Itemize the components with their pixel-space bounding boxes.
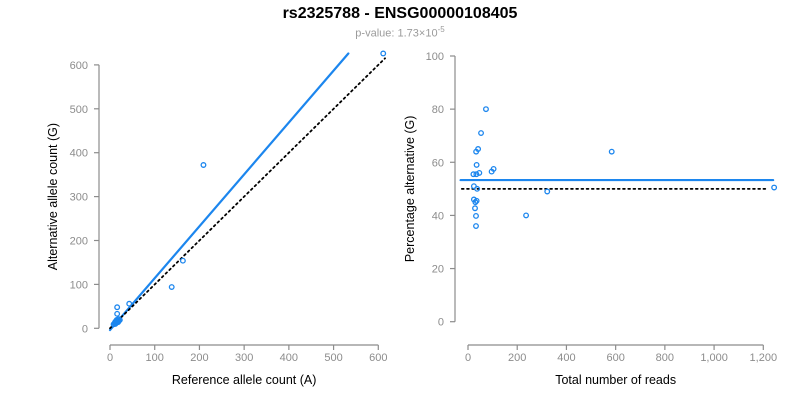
- x-tick-label: 400: [557, 352, 575, 364]
- data-point: [473, 213, 479, 219]
- data-point: [473, 197, 480, 204]
- x-tick-label: 0: [465, 352, 471, 364]
- left-scatter-plot: 0 100 200 300 400 500 600 0 100 200 300 400 500 600 Re…: [46, 50, 387, 387]
- x-tick-label: 1,000: [700, 352, 728, 364]
- data-point: [470, 171, 477, 178]
- x-tick-label: 100: [146, 352, 164, 364]
- data-point: [490, 165, 497, 172]
- page-title: rs2325788 - ENSG00000108405: [282, 5, 518, 22]
- y-tick-label: 20: [432, 264, 444, 276]
- x-tick-label: 600: [369, 352, 387, 364]
- x-tick-label: 0: [107, 352, 113, 364]
- data-point: [608, 148, 615, 155]
- data-point: [168, 284, 175, 290]
- y-tick-label: 600: [70, 60, 88, 72]
- x-axis-title: Total number of reads: [555, 373, 676, 387]
- x-axis-title: Reference allele count (A): [172, 373, 317, 387]
- x-tick-label: 200: [190, 352, 208, 364]
- data-point: [200, 162, 207, 168]
- right-scatter-plot: 0 20 40 60 80 100 0 200 400 600 800 1,000 1,200 Total…: [403, 51, 778, 387]
- x-tick-label: 800: [656, 352, 674, 364]
- y-tick-label: 200: [70, 236, 88, 248]
- x-tick-label: 300: [235, 352, 253, 364]
- x-tick-label: 600: [606, 352, 624, 364]
- identity-line: [109, 57, 386, 330]
- pvalue-subtitle: p-value: 1.73×10-5: [0, 25, 800, 40]
- data-point: [771, 184, 778, 191]
- data-point: [476, 169, 483, 176]
- y-tick-label: 500: [70, 104, 88, 116]
- data-point: [179, 257, 186, 264]
- data-point: [478, 130, 484, 137]
- data-point: [472, 199, 479, 206]
- data-point: [544, 188, 551, 195]
- data-point: [473, 223, 479, 229]
- data-point: [523, 212, 530, 219]
- x-tick-label: 200: [508, 352, 526, 364]
- y-tick-label: 100: [70, 279, 88, 291]
- y-tick-label: 400: [70, 148, 88, 160]
- data-point: [473, 171, 480, 178]
- y-tick-label: 0: [82, 323, 88, 335]
- data-point: [116, 317, 123, 323]
- data-point: [473, 161, 480, 168]
- data-point: [126, 300, 133, 307]
- data-point: [475, 146, 482, 152]
- y-axis-title: Percentage alternative (G): [403, 116, 417, 263]
- data-point: [114, 310, 121, 317]
- x-tick-label: 1,200: [750, 352, 778, 364]
- pvalue-exponent: -5: [437, 25, 445, 34]
- data-point: [474, 185, 481, 192]
- y-tick-label: 80: [432, 104, 444, 116]
- regression-line: [108, 52, 350, 332]
- y-tick-label: 60: [432, 157, 444, 169]
- data-point: [472, 205, 478, 212]
- y-axis-title: Alternative allele count (G): [46, 123, 60, 270]
- data-point: [380, 50, 387, 57]
- x-tick-label: 400: [280, 352, 298, 364]
- y-tick-label: 40: [432, 210, 444, 222]
- data-point: [114, 304, 121, 311]
- data-point: [115, 317, 122, 324]
- y-tick-label: 300: [70, 192, 88, 204]
- x-tick-label: 500: [324, 352, 342, 364]
- data-point: [483, 106, 489, 113]
- pvalue-text: p-value: 1.73×10: [355, 27, 438, 40]
- y-tick-label: 0: [438, 317, 444, 329]
- y-tick-label: 100: [426, 51, 444, 63]
